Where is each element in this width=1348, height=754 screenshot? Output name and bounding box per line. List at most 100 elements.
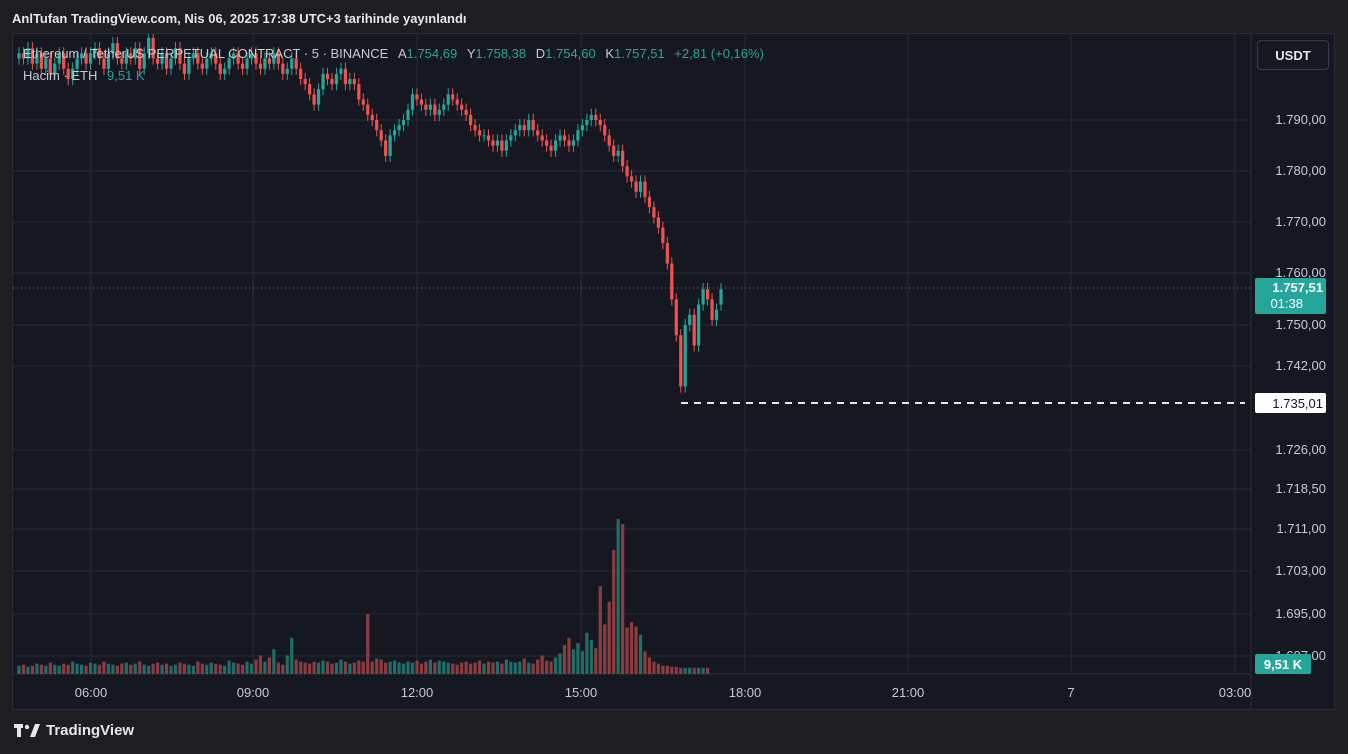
volume-bar xyxy=(670,666,674,674)
candle-body xyxy=(57,53,61,64)
tradingview-brand[interactable]: TradingView xyxy=(14,722,134,739)
candle-body xyxy=(334,73,339,85)
candle-body xyxy=(406,109,410,120)
volume-bar xyxy=(79,664,84,674)
volume-bar xyxy=(26,666,30,674)
candle-body xyxy=(151,38,155,59)
volume-bar xyxy=(446,662,450,674)
volume-bar xyxy=(661,665,665,674)
price-chart[interactable]: 1.790,00 1.780,00 1.770,00 1.760,00 1.750,00… xyxy=(13,34,1334,709)
volume-bar xyxy=(30,665,35,674)
candle-body xyxy=(30,48,35,64)
volume-bar xyxy=(647,657,652,674)
candle-body xyxy=(106,53,111,69)
volume-bar xyxy=(57,665,61,674)
volume-bar xyxy=(187,664,191,674)
candle-body xyxy=(214,53,218,64)
brand-name: TradingView xyxy=(46,722,135,739)
candle-body xyxy=(290,58,294,69)
volume-bar xyxy=(451,663,455,674)
candle-body xyxy=(97,48,102,59)
candle-body xyxy=(455,99,459,105)
y-tick-label: 1.742,00 xyxy=(1275,358,1326,373)
volume-label[interactable]: Hacim · ETH xyxy=(23,68,98,83)
candle-body xyxy=(160,53,164,64)
volume-bar xyxy=(35,663,39,674)
volume-bar xyxy=(200,663,204,674)
candle-body xyxy=(348,79,352,85)
x-tick-label: 18:00 xyxy=(729,685,762,700)
volume-bar xyxy=(679,667,683,674)
volume-bar xyxy=(625,627,629,674)
published-line: AnlTufan TradingView.com, Nis 06, 2025 1… xyxy=(12,11,467,26)
candle-body xyxy=(576,130,580,141)
volume-bar xyxy=(71,661,75,674)
candle-body xyxy=(187,58,191,74)
candle-body xyxy=(93,48,97,54)
candle-body xyxy=(35,53,39,64)
candle-body xyxy=(102,58,106,69)
candle-body xyxy=(527,120,531,131)
volume-bar xyxy=(594,648,598,674)
candle-body xyxy=(343,68,348,85)
candle-body xyxy=(218,63,222,74)
volume-bar xyxy=(397,662,401,674)
candle-body xyxy=(196,53,200,64)
y-tick-label: 1.790,00 xyxy=(1275,112,1326,127)
volume-bar xyxy=(299,661,303,674)
volume-bar xyxy=(571,649,576,674)
x-tick-label: 06:00 xyxy=(75,685,108,700)
symbol-title[interactable]: Ethereum / TetherUS PERPETUAL CONTRACT ·… xyxy=(23,46,389,61)
volume-bar xyxy=(491,662,495,674)
volume-bar xyxy=(616,519,620,674)
candle-body xyxy=(634,181,638,192)
volume-bar xyxy=(683,667,687,674)
candle-body xyxy=(652,207,656,218)
currency-button[interactable]: USDT xyxy=(1257,40,1329,70)
candle-body xyxy=(616,150,620,156)
volume-bar xyxy=(129,664,133,674)
volume-bar xyxy=(142,664,146,674)
chart-panel[interactable]: 1.790,00 1.780,00 1.770,00 1.760,00 1.750,00… xyxy=(12,33,1335,710)
current-price-countdown: 01:38 xyxy=(1270,296,1303,311)
volume-bar xyxy=(133,663,137,674)
candle-body xyxy=(79,53,84,59)
volume-bar xyxy=(607,601,611,674)
volume-bar xyxy=(603,624,607,674)
candle-body xyxy=(249,53,254,59)
candle-body xyxy=(612,145,616,156)
candle-body xyxy=(240,63,245,69)
candle-body xyxy=(705,289,710,300)
candle-body xyxy=(714,309,719,320)
volume-bar xyxy=(674,666,678,674)
volume-bar xyxy=(48,662,52,674)
candle-body xyxy=(477,130,482,136)
candle-body xyxy=(433,104,437,115)
candle-body xyxy=(285,68,289,74)
candle-body xyxy=(424,104,428,110)
volume-bar xyxy=(388,661,392,674)
volume-bar xyxy=(169,665,173,674)
volume-bar xyxy=(513,662,517,674)
candle-body xyxy=(665,243,669,264)
candle-body xyxy=(683,325,687,387)
volume-bar xyxy=(553,657,558,674)
candle-body xyxy=(375,120,379,131)
candle-body xyxy=(173,48,178,59)
candle-body xyxy=(621,150,625,167)
candle-body xyxy=(643,181,647,197)
candle-body xyxy=(558,135,562,141)
volume-bar xyxy=(536,659,540,674)
volume-bar xyxy=(562,645,567,674)
volume-bar xyxy=(692,667,696,674)
volume-bar xyxy=(540,655,544,674)
candle-body xyxy=(531,120,535,131)
candle-body xyxy=(321,73,325,90)
candle-body xyxy=(254,53,258,64)
y-tick-label: 1.726,00 xyxy=(1275,442,1326,457)
volume-bar xyxy=(151,663,155,674)
x-tick-label: 09:00 xyxy=(237,685,270,700)
candle-body xyxy=(629,176,634,182)
volume-value: 9,51 K xyxy=(107,68,145,83)
volume-bar xyxy=(160,664,164,674)
